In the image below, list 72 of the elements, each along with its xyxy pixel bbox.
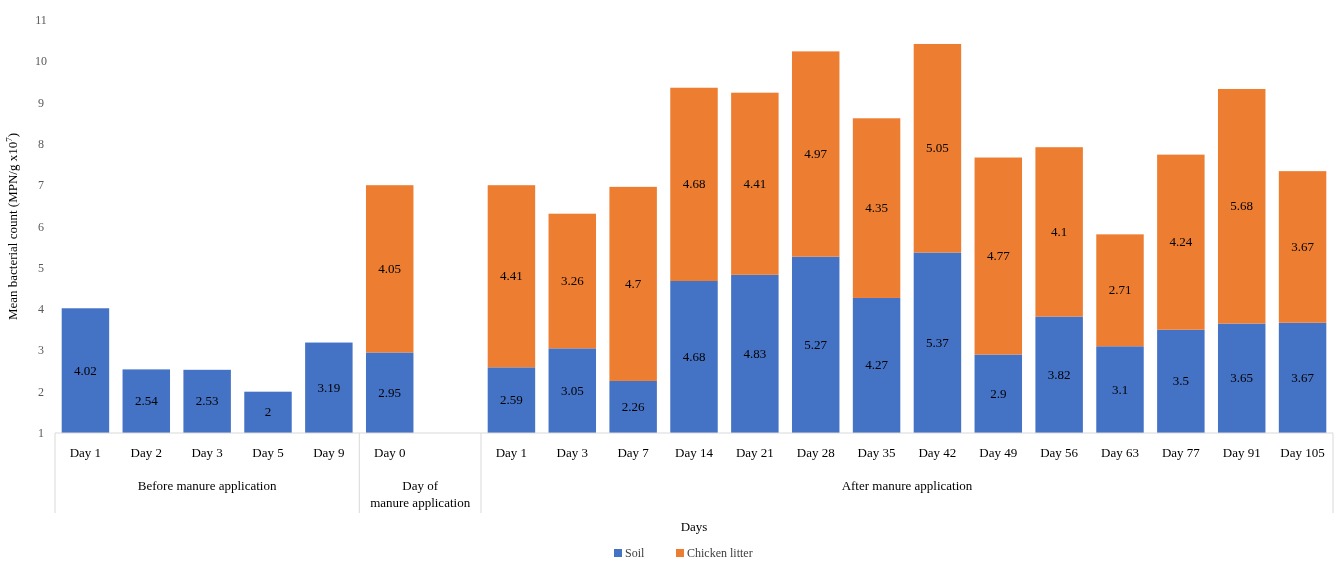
x-tick-label: Day 7: [617, 445, 650, 460]
data-label: 3.5: [1172, 373, 1189, 389]
x-tick-label: Day 105: [1280, 445, 1325, 460]
data-label: 3.67: [1291, 238, 1315, 254]
text: After manure application: [841, 478, 973, 493]
data-label: 3.67: [1291, 369, 1315, 385]
text: Before manure application: [137, 478, 277, 493]
data-label: 5.27: [804, 336, 828, 352]
data-label: 3.65: [1230, 370, 1254, 386]
data-label: 5.05: [926, 140, 949, 156]
data-label: 3.26: [560, 273, 585, 289]
data-label: 3.1: [1111, 381, 1129, 397]
x-tick-label: Day 9: [313, 445, 345, 460]
data-label: 4.7: [625, 275, 642, 291]
data-label: 4.35: [865, 200, 888, 216]
data-label: 2.71: [1108, 282, 1132, 298]
data-label: 2.26: [621, 398, 646, 414]
x-tick-label: Day 49: [979, 445, 1018, 460]
y-tick-label: 10: [35, 54, 47, 69]
x-tick-label: Day 1: [69, 445, 102, 460]
legend-label: Chicken litter: [687, 546, 753, 560]
y-tick-label: 11: [35, 13, 47, 27]
y-tick-label: 2: [38, 384, 44, 399]
data-label: 2.9: [990, 385, 1007, 401]
x-tick-label: Day 28: [796, 445, 835, 460]
data-label: 5.37: [926, 334, 950, 350]
data-label: 4.77: [986, 248, 1011, 264]
x-tick-label: Day 2: [130, 445, 162, 460]
x-tick-label: Day 77: [1161, 445, 1201, 460]
x-tick-label: Day 56: [1040, 445, 1079, 460]
data-label: 4.83: [743, 345, 767, 361]
data-label: 2.53: [195, 393, 219, 409]
x-tick-label: Day 0: [374, 445, 406, 460]
x-tick-label: Day 3: [556, 445, 588, 460]
data-label: 4.41: [743, 175, 767, 191]
data-label: 4.02: [74, 362, 97, 378]
data-label: 4.05: [378, 260, 402, 276]
data-label: 3.82: [1047, 366, 1071, 382]
x-tick-label: Day 14: [675, 445, 714, 460]
y-tick-label: 4: [38, 302, 44, 317]
data-label: 2.95: [378, 384, 402, 400]
data-label: 4.41: [500, 268, 523, 284]
data-label: 3.05: [560, 382, 584, 398]
data-label: 4.27: [865, 357, 889, 373]
data-label: 2.59: [500, 392, 523, 408]
y-tick-label: 1: [38, 426, 44, 440]
data-label: 4.24: [1169, 234, 1193, 250]
data-label: 4.1: [1051, 223, 1068, 239]
x-tick-label: Day 21: [735, 445, 774, 460]
y-tick-label: 8: [38, 136, 44, 151]
y-tick-label: 9: [38, 95, 44, 110]
data-label: 2.54: [134, 393, 159, 409]
y-tick-label: 6: [38, 219, 44, 234]
x-tick-label: Day 3: [191, 445, 223, 460]
data-label: 5.68: [1230, 198, 1254, 214]
legend-label: Soil: [625, 546, 646, 560]
x-tick-label: Day 63: [1101, 445, 1139, 460]
y-tick-label: 5: [38, 260, 44, 275]
x-tick-label: Day 5: [252, 445, 284, 460]
x-tick-label: Day 35: [857, 445, 896, 460]
data-label: 4.68: [682, 176, 706, 192]
text: Day of manure application: [370, 478, 471, 510]
y-tick-label: 7: [38, 178, 44, 193]
x-axis-title: Days: [680, 519, 708, 534]
data-label: 4.68: [682, 349, 706, 365]
x-tick-label: Day 91: [1222, 445, 1261, 460]
data-label: 2: [264, 404, 272, 420]
x-tick-label: Day 42: [918, 445, 957, 460]
data-label: 3.19: [317, 379, 341, 395]
y-tick-label: 3: [38, 343, 44, 358]
x-tick-label: Day 1: [495, 445, 528, 460]
data-label: 4.97: [804, 146, 828, 162]
